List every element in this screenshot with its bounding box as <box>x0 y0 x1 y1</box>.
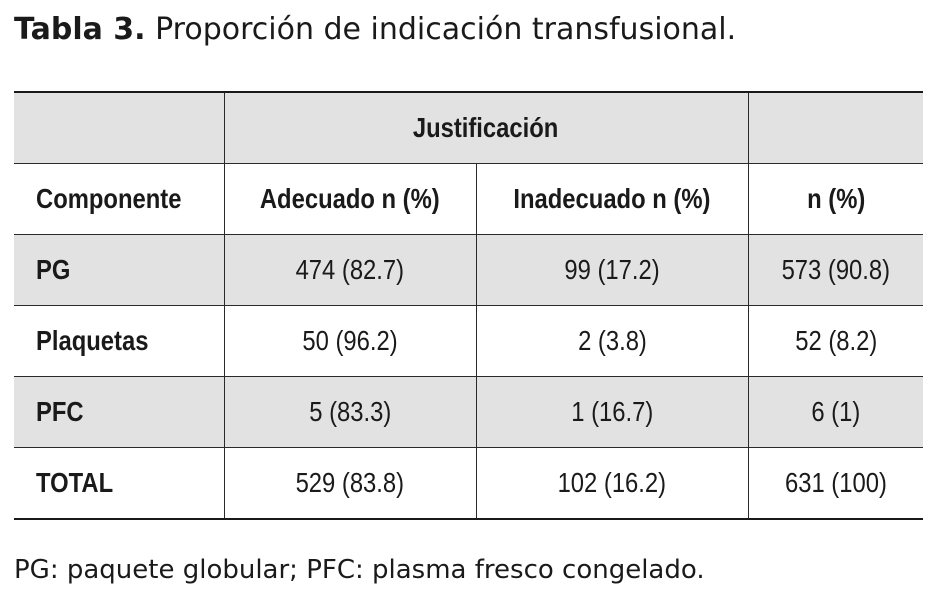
table-caption: Tabla 3. Proporción de indicación transf… <box>14 10 736 50</box>
cell-value: 631 (100) <box>784 467 887 498</box>
total-cell: 6 (1) <box>747 376 924 448</box>
group-header-row: Justificación <box>14 91 924 164</box>
justificacion-header: Justificación <box>223 91 749 164</box>
column-header-text: Adecuado n (%) <box>260 183 440 214</box>
cell-value: 529 (83.8) <box>295 467 405 498</box>
cell-value: 1 (16.7) <box>570 396 654 427</box>
cell-value: 5 (83.3) <box>308 396 392 427</box>
cell-value: 6 (1) <box>811 396 861 427</box>
row-label-cell: TOTAL <box>14 447 224 520</box>
row-label: PFC <box>36 396 84 427</box>
cell-value: 99 (17.2) <box>564 254 660 285</box>
cell-value: 52 (8.2) <box>794 325 877 356</box>
row-label: PG <box>36 254 71 285</box>
column-header-total: n (%) <box>747 163 924 235</box>
inadecuado-cell: 2 (3.8) <box>475 305 749 377</box>
cell-value: 102 (16.2) <box>557 467 667 498</box>
cell-value: 474 (82.7) <box>295 254 405 285</box>
row-label: Plaquetas <box>36 325 149 356</box>
adecuado-cell: 50 (96.2) <box>223 305 476 377</box>
adecuado-cell: 529 (83.8) <box>223 447 476 520</box>
table-footnote: PG: paquete globular; PFC: plasma fresco… <box>14 555 705 585</box>
row-label: TOTAL <box>36 467 114 498</box>
total-cell: 52 (8.2) <box>747 305 924 377</box>
justificacion-header-text: Justificación <box>413 112 559 143</box>
table-row: Plaquetas 50 (96.2) 2 (3.8) 52 (8.2) <box>14 305 924 377</box>
total-cell: 573 (90.8) <box>747 234 924 306</box>
table-row: PG 474 (82.7) 99 (17.2) 573 (90.8) <box>14 234 924 306</box>
table-row-total: TOTAL 529 (83.8) 102 (16.2) 631 (100) <box>14 447 924 520</box>
row-label-cell: PG <box>14 234 224 306</box>
table-row: PFC 5 (83.3) 1 (16.7) 6 (1) <box>14 376 924 448</box>
column-header-row: Componente Adecuado n (%) Inadecuado n (… <box>14 163 924 235</box>
total-cell: 631 (100) <box>747 447 924 520</box>
column-header-adecuado: Adecuado n (%) <box>223 163 476 235</box>
empty-header-cell <box>747 91 924 164</box>
column-header-inadecuado: Inadecuado n (%) <box>475 163 749 235</box>
row-label-cell: PFC <box>14 376 224 448</box>
column-header-text: Inadecuado n (%) <box>513 183 711 214</box>
cell-value: 50 (96.2) <box>302 325 398 356</box>
row-label-cell: Plaquetas <box>14 305 224 377</box>
cell-value: 573 (90.8) <box>781 254 891 285</box>
table-caption-label: Tabla 3. <box>14 12 146 47</box>
column-header-text: n (%) <box>806 183 865 214</box>
column-header-text: Componente <box>36 183 182 214</box>
cell-value: 2 (3.8) <box>577 325 647 356</box>
inadecuado-cell: 102 (16.2) <box>475 447 749 520</box>
empty-header-cell <box>14 91 224 164</box>
indicacion-transfusional-table: Justificación Componente Adecuado n (%) … <box>14 91 924 520</box>
table-caption-text: Proporción de indicación transfusional. <box>145 12 737 47</box>
adecuado-cell: 5 (83.3) <box>223 376 476 448</box>
inadecuado-cell: 99 (17.2) <box>475 234 749 306</box>
adecuado-cell: 474 (82.7) <box>223 234 476 306</box>
table-container: Justificación Componente Adecuado n (%) … <box>14 91 924 520</box>
inadecuado-cell: 1 (16.7) <box>475 376 749 448</box>
column-header-componente: Componente <box>14 163 224 235</box>
